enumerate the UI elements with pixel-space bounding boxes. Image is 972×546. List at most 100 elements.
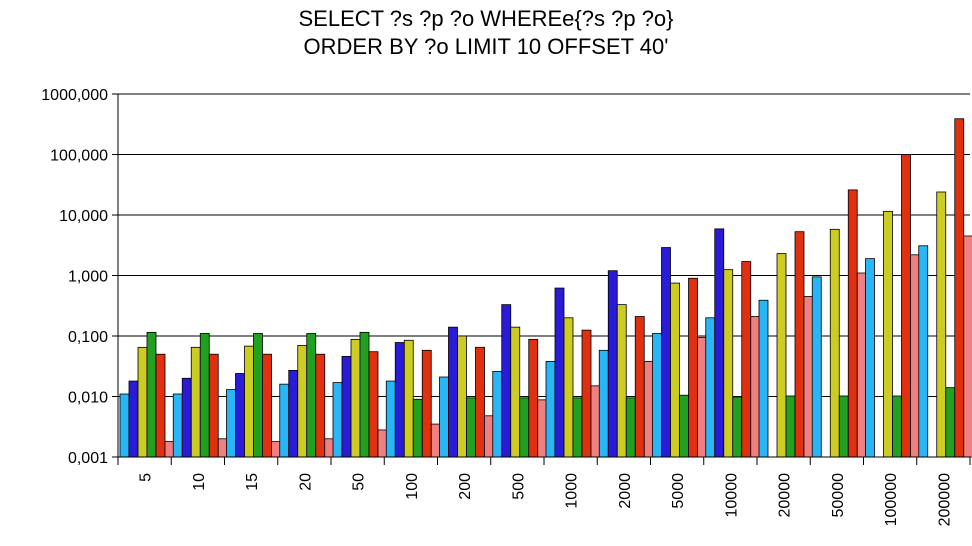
- bar: [528, 338, 539, 458]
- bar: [199, 333, 210, 458]
- bar: [190, 346, 201, 458]
- bar: [368, 351, 379, 458]
- bar: [883, 210, 893, 458]
- bar: [643, 361, 654, 458]
- bar: [226, 389, 236, 458]
- x-tick-label: 5: [138, 473, 155, 482]
- bar: [377, 429, 388, 458]
- bar: [545, 361, 556, 458]
- bar: [279, 383, 290, 458]
- bar: [794, 231, 805, 458]
- bar: [403, 339, 414, 458]
- bar: [758, 299, 769, 458]
- bar: [918, 245, 929, 458]
- y-tick-label: 100,000: [50, 148, 108, 165]
- bar: [554, 287, 565, 458]
- axes: [112, 93, 971, 465]
- bar: [359, 331, 370, 458]
- bar: [954, 118, 965, 458]
- bar: [750, 316, 761, 458]
- bar: [847, 189, 858, 458]
- x-tick-label: 15: [244, 473, 261, 491]
- y-tick-label: 10,000: [59, 208, 108, 225]
- y-tick-label: 0,001: [68, 450, 108, 467]
- bar: [936, 191, 947, 458]
- bar: [172, 393, 183, 458]
- bar: [670, 282, 680, 458]
- bars: [119, 118, 972, 458]
- bar: [217, 438, 228, 458]
- bar: [315, 353, 326, 458]
- y-tick-label: 0,100: [68, 329, 108, 346]
- bar: [492, 370, 503, 458]
- x-tick-label: 200: [457, 473, 474, 500]
- x-tick-label: 100: [404, 473, 421, 500]
- bar: [164, 441, 175, 458]
- bar: [208, 353, 219, 458]
- x-tick-label: 50000: [830, 473, 847, 518]
- bar: [253, 333, 263, 458]
- bar: [590, 385, 601, 458]
- bar: [475, 346, 485, 458]
- x-tick-label: 20000: [777, 473, 794, 518]
- chart-title-line-1: SELECT ?s ?p ?o WHEREe{?s ?p ?o}: [298, 6, 674, 31]
- bar: [723, 269, 734, 458]
- bar: [803, 296, 814, 458]
- y-tick-labels: 0,001 0,010 0,100 1,000 10,000 100,000 1000,00…: [41, 87, 108, 467]
- bar: [829, 228, 840, 458]
- x-tick-label: 500: [510, 473, 527, 500]
- bar: [155, 353, 166, 458]
- bar: [785, 395, 796, 458]
- bar: [385, 380, 396, 458]
- x-tick-label: 50: [351, 473, 368, 491]
- bar: [892, 395, 902, 458]
- bar: [421, 349, 432, 458]
- y-tick-label: 0,010: [68, 390, 108, 407]
- y-tick-label: 1,000: [68, 269, 108, 286]
- bar: [146, 331, 157, 458]
- x-tick-label: 100000: [883, 473, 900, 526]
- bar: [430, 423, 441, 458]
- bar: [137, 346, 148, 458]
- bar: [271, 441, 281, 458]
- bar: [741, 261, 752, 458]
- bar: [332, 382, 343, 458]
- bar: [244, 345, 254, 458]
- bar: [501, 304, 512, 458]
- bar: [652, 333, 662, 458]
- bar: [688, 277, 698, 458]
- bar: [563, 317, 574, 458]
- bar: [448, 326, 458, 458]
- bar: [865, 258, 875, 458]
- x-tick-label: 200000: [936, 473, 953, 526]
- bar: [466, 397, 476, 458]
- bar: [537, 399, 548, 458]
- bar: [439, 376, 449, 458]
- chart-title-line-2: ORDER BY ?o LIMIT 10 OFFSET 40': [303, 34, 669, 59]
- bar: [732, 396, 743, 458]
- bar: [963, 235, 972, 458]
- x-tick-label: 2000: [617, 473, 634, 509]
- bar: [262, 353, 272, 458]
- bar: [181, 377, 192, 458]
- bar: [598, 349, 609, 458]
- bar: [412, 398, 423, 458]
- x-tick-label: 20: [297, 473, 314, 491]
- bar: [128, 380, 139, 458]
- bar: [119, 393, 130, 458]
- bar: [510, 326, 521, 458]
- bar: [288, 370, 299, 458]
- bar: [581, 329, 592, 458]
- bar: [607, 270, 618, 458]
- bar: [484, 415, 494, 458]
- bar: [838, 395, 849, 458]
- bar: [910, 254, 920, 458]
- bar: [625, 397, 636, 458]
- bar: [679, 394, 689, 458]
- bar: [350, 338, 361, 458]
- bar: [661, 247, 671, 458]
- bar: [572, 397, 583, 458]
- bar: [235, 373, 245, 458]
- bar: [697, 336, 707, 458]
